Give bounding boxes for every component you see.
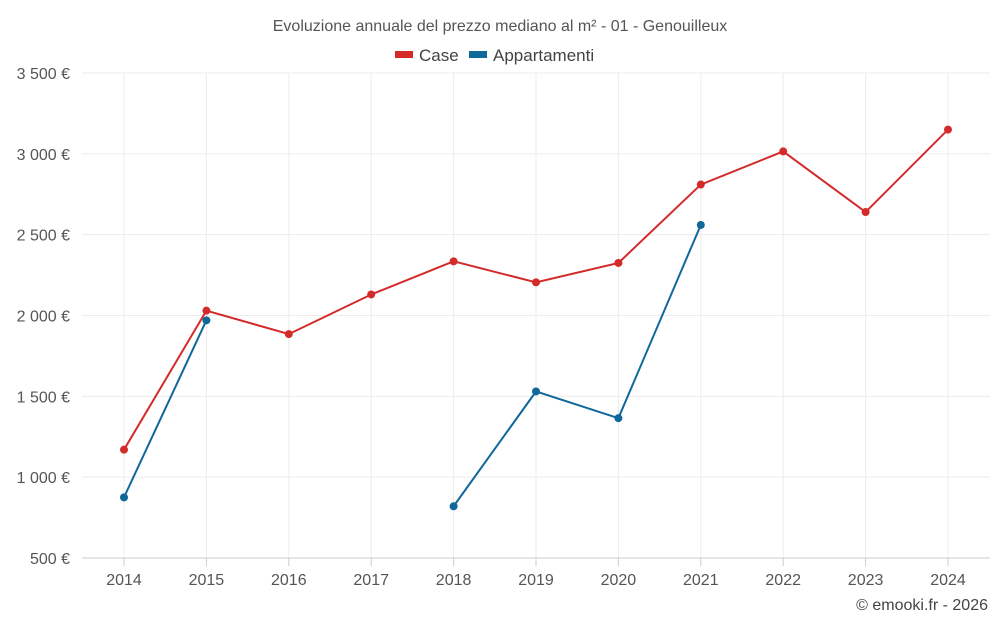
x-gridlines: [123, 73, 949, 558]
x-axis-ticks: 2014 2015 2016 2017 2018 2019 2020 2021 2022 2023…: [106, 558, 966, 589]
legend-swatch-appartamenti: [469, 51, 487, 58]
y-tick-label: 1 000 €: [17, 470, 70, 487]
series-line: [452, 224, 702, 507]
x-tick-label: 2023: [848, 572, 884, 589]
y-tick-label: 2 000 €: [17, 309, 70, 326]
x-tick-label: 2019: [518, 572, 554, 589]
y-tick-label: 1 500 €: [17, 389, 70, 406]
data-point[interactable]: [779, 147, 788, 156]
x-tick-label: 2022: [765, 572, 801, 589]
data-point[interactable]: [614, 258, 623, 267]
data-point[interactable]: [367, 290, 376, 299]
data-point[interactable]: [532, 387, 540, 396]
x-tick-label: 2021: [683, 572, 719, 589]
y-tick-label: 3 000 €: [17, 147, 70, 164]
legend-label-case: Case: [419, 46, 459, 65]
series-case: [120, 125, 952, 454]
data-point[interactable]: [944, 125, 952, 134]
chart-title: Evoluzione annuale del prezzo mediano al…: [273, 18, 727, 35]
y-tick-label: 500 €: [30, 551, 70, 568]
series-appartamenti: [120, 220, 705, 511]
data-point[interactable]: [120, 493, 128, 502]
y-tick-label: 3 500 €: [17, 66, 70, 83]
legend-label-appartamenti: Appartamenti: [493, 46, 594, 65]
data-point[interactable]: [532, 278, 540, 287]
data-point[interactable]: [449, 502, 458, 511]
y-axis-ticks: 500 € 1 000 € 1 500 € 2 000 € 2 500 € 3 000 €…: [17, 66, 70, 568]
legend-swatch-case: [395, 51, 413, 58]
data-point[interactable]: [861, 208, 870, 217]
data-point[interactable]: [202, 306, 211, 315]
x-tick-label: 2020: [601, 572, 637, 589]
legend-item-case[interactable]: Case: [395, 46, 459, 65]
data-point[interactable]: [284, 330, 293, 339]
x-tick-label: 2017: [353, 572, 389, 589]
series-layer: [120, 125, 952, 511]
legend: Case Appartamenti: [395, 46, 594, 65]
data-point[interactable]: [614, 414, 623, 423]
series-line: [123, 319, 208, 498]
credit-text: © emooki.fr - 2026: [856, 597, 988, 614]
x-tick-label: 2024: [930, 572, 966, 589]
data-point[interactable]: [449, 257, 458, 266]
y-tick-label: 2 500 €: [17, 228, 70, 245]
data-point[interactable]: [696, 220, 705, 229]
x-tick-label: 2014: [106, 572, 142, 589]
x-tick-label: 2018: [436, 572, 472, 589]
legend-item-appartamenti[interactable]: Appartamenti: [469, 46, 594, 65]
x-tick-label: 2016: [271, 572, 307, 589]
data-point[interactable]: [120, 445, 128, 454]
data-point[interactable]: [202, 316, 211, 325]
x-tick-label: 2015: [189, 572, 225, 589]
data-point[interactable]: [696, 180, 705, 189]
